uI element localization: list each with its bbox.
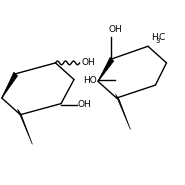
Text: OH: OH: [108, 25, 122, 34]
Text: 3: 3: [155, 38, 160, 44]
Text: OH: OH: [78, 100, 91, 109]
Text: OH: OH: [81, 58, 95, 67]
Polygon shape: [2, 72, 18, 98]
Text: HO: HO: [83, 76, 97, 85]
Text: C: C: [159, 33, 165, 42]
Polygon shape: [116, 94, 130, 130]
Text: H: H: [151, 33, 157, 42]
Polygon shape: [18, 109, 32, 144]
Polygon shape: [98, 57, 114, 81]
